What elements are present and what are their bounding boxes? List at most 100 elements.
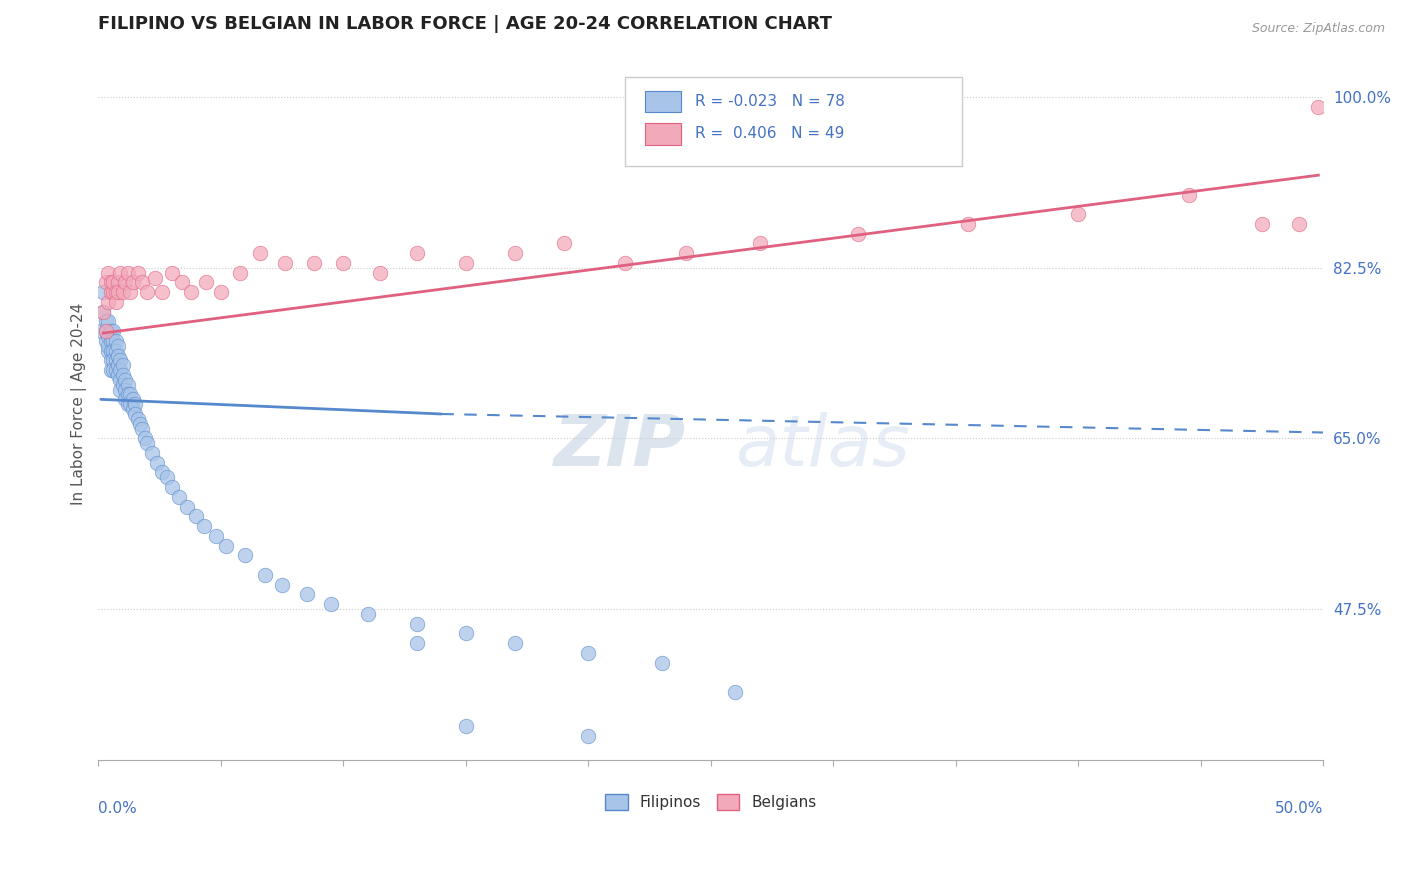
- Point: [101, 334, 124, 348]
- Point: [97, 329, 120, 343]
- Text: R =  0.406   N = 49: R = 0.406 N = 49: [695, 127, 844, 141]
- Point: [107, 349, 129, 363]
- Point: [209, 285, 232, 300]
- Point: [614, 256, 637, 270]
- Point: [1308, 100, 1330, 114]
- Point: [121, 392, 143, 407]
- Text: 0.0%: 0.0%: [98, 801, 138, 816]
- Point: [405, 616, 427, 631]
- Point: [110, 266, 132, 280]
- Point: [101, 363, 124, 377]
- Point: [233, 549, 256, 563]
- Point: [195, 276, 218, 290]
- Point: [94, 314, 117, 328]
- Point: [454, 719, 477, 733]
- Text: Source: ZipAtlas.com: Source: ZipAtlas.com: [1251, 22, 1385, 36]
- Point: [111, 358, 134, 372]
- Point: [332, 256, 354, 270]
- Point: [503, 246, 526, 260]
- Point: [205, 529, 228, 543]
- Point: [120, 397, 142, 411]
- Point: [100, 363, 122, 377]
- Legend: Filipinos, Belgians: Filipinos, Belgians: [599, 789, 823, 816]
- Point: [91, 304, 114, 318]
- Point: [101, 324, 124, 338]
- Point: [100, 324, 122, 338]
- Point: [160, 480, 183, 494]
- Point: [97, 314, 120, 328]
- Point: [180, 285, 202, 300]
- Point: [176, 500, 198, 514]
- Point: [1288, 217, 1310, 231]
- Point: [748, 236, 770, 251]
- FancyBboxPatch shape: [626, 77, 962, 166]
- Point: [295, 587, 318, 601]
- Point: [104, 294, 127, 309]
- Point: [107, 358, 129, 372]
- Point: [405, 246, 427, 260]
- Point: [104, 343, 127, 358]
- Point: [94, 324, 117, 338]
- Point: [675, 246, 697, 260]
- Point: [117, 397, 139, 411]
- Point: [1067, 207, 1090, 221]
- Point: [156, 470, 179, 484]
- Point: [454, 626, 477, 640]
- Point: [124, 407, 146, 421]
- Point: [107, 339, 129, 353]
- Point: [957, 217, 980, 231]
- Point: [121, 402, 143, 417]
- Point: [273, 256, 295, 270]
- Point: [107, 368, 129, 382]
- Point: [302, 256, 325, 270]
- Point: [229, 266, 252, 280]
- Point: [104, 334, 127, 348]
- Point: [131, 422, 153, 436]
- Point: [90, 324, 112, 338]
- Point: [91, 285, 114, 300]
- Point: [111, 368, 134, 382]
- Text: 50.0%: 50.0%: [1275, 801, 1323, 816]
- Point: [101, 353, 124, 368]
- Point: [150, 466, 173, 480]
- Point: [114, 383, 136, 397]
- Point: [454, 256, 477, 270]
- Point: [104, 285, 127, 300]
- Text: atlas: atlas: [735, 412, 910, 482]
- Point: [576, 729, 599, 743]
- Point: [253, 567, 276, 582]
- Point: [124, 397, 146, 411]
- Point: [405, 636, 427, 650]
- Point: [1177, 187, 1199, 202]
- Y-axis label: In Labor Force | Age 20-24: In Labor Force | Age 20-24: [72, 303, 87, 506]
- Point: [107, 276, 129, 290]
- Point: [97, 343, 120, 358]
- Point: [146, 456, 169, 470]
- Text: ZIP: ZIP: [554, 412, 686, 482]
- Point: [368, 266, 391, 280]
- Point: [503, 636, 526, 650]
- Point: [193, 519, 215, 533]
- Point: [111, 285, 134, 300]
- Point: [114, 373, 136, 387]
- Point: [114, 276, 136, 290]
- Point: [107, 285, 129, 300]
- Text: FILIPINO VS BELGIAN IN LABOR FORCE | AGE 20-24 CORRELATION CHART: FILIPINO VS BELGIAN IN LABOR FORCE | AGE…: [98, 15, 832, 33]
- Point: [1251, 217, 1274, 231]
- Point: [111, 377, 134, 392]
- Point: [576, 646, 599, 660]
- Point: [94, 276, 117, 290]
- Point: [114, 392, 136, 407]
- Point: [100, 353, 122, 368]
- Point: [97, 266, 120, 280]
- Point: [101, 343, 124, 358]
- Point: [110, 353, 132, 368]
- FancyBboxPatch shape: [645, 123, 682, 145]
- Point: [100, 334, 122, 348]
- Text: R = -0.023   N = 78: R = -0.023 N = 78: [695, 95, 845, 110]
- Point: [651, 656, 673, 670]
- Point: [101, 276, 124, 290]
- Point: [215, 539, 238, 553]
- Point: [104, 353, 127, 368]
- Point: [357, 607, 380, 621]
